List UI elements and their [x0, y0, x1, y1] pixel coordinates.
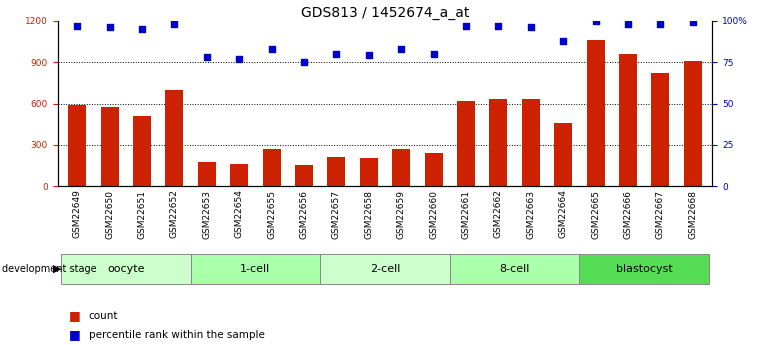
- Text: blastocyst: blastocyst: [616, 264, 672, 274]
- Point: [524, 24, 537, 30]
- Point: [557, 38, 569, 43]
- Point: [266, 46, 278, 52]
- Bar: [554, 123, 572, 186]
- Bar: [191, 254, 320, 284]
- Text: GSM22659: GSM22659: [397, 189, 406, 239]
- Text: ▶: ▶: [53, 264, 62, 274]
- Text: GSM22668: GSM22668: [688, 189, 698, 239]
- Text: ■: ■: [69, 328, 81, 341]
- Text: oocyte: oocyte: [107, 264, 145, 274]
- Point: [330, 51, 343, 57]
- Text: ■: ■: [69, 309, 81, 322]
- Bar: [587, 40, 604, 186]
- Point: [298, 59, 310, 65]
- Text: GSM22663: GSM22663: [527, 189, 535, 239]
- Text: GSM22661: GSM22661: [461, 189, 470, 239]
- Bar: [425, 153, 443, 186]
- Bar: [360, 158, 378, 186]
- Bar: [579, 254, 709, 284]
- Point: [395, 46, 407, 52]
- Text: 1-cell: 1-cell: [240, 264, 270, 274]
- Text: 8-cell: 8-cell: [500, 264, 530, 274]
- Text: GSM22653: GSM22653: [203, 189, 211, 239]
- Text: 2-cell: 2-cell: [370, 264, 400, 274]
- Point: [201, 55, 213, 60]
- Text: GSM22660: GSM22660: [429, 189, 438, 239]
- Text: percentile rank within the sample: percentile rank within the sample: [89, 330, 264, 339]
- Text: GSM22662: GSM22662: [494, 189, 503, 238]
- Bar: [101, 107, 119, 186]
- Text: GSM22654: GSM22654: [235, 189, 243, 238]
- Point: [460, 23, 472, 28]
- Bar: [450, 254, 579, 284]
- Point: [622, 21, 634, 27]
- Text: development stage: development stage: [2, 264, 96, 274]
- Point: [492, 23, 504, 28]
- Text: GSM22649: GSM22649: [72, 189, 82, 238]
- Bar: [230, 164, 248, 186]
- Bar: [684, 61, 701, 186]
- Point: [363, 53, 375, 58]
- Point: [427, 51, 440, 57]
- Point: [136, 26, 148, 32]
- Text: GSM22656: GSM22656: [300, 189, 309, 239]
- Text: GSM22650: GSM22650: [105, 189, 114, 239]
- Bar: [392, 149, 410, 186]
- Bar: [263, 149, 280, 186]
- Bar: [619, 54, 637, 186]
- Point: [654, 21, 667, 27]
- Point: [103, 24, 116, 30]
- Text: GSM22665: GSM22665: [591, 189, 600, 239]
- Bar: [522, 99, 540, 186]
- Bar: [327, 157, 345, 186]
- Point: [590, 18, 602, 23]
- Bar: [166, 90, 183, 186]
- Bar: [133, 116, 151, 186]
- Bar: [490, 99, 507, 186]
- Title: GDS813 / 1452674_a_at: GDS813 / 1452674_a_at: [301, 6, 469, 20]
- Bar: [69, 105, 86, 186]
- Text: GSM22655: GSM22655: [267, 189, 276, 239]
- Bar: [320, 254, 450, 284]
- Bar: [457, 101, 475, 186]
- Text: count: count: [89, 311, 118, 321]
- Point: [71, 23, 83, 28]
- Text: GSM22651: GSM22651: [138, 189, 146, 239]
- Bar: [295, 165, 313, 186]
- Text: GSM22664: GSM22664: [559, 189, 567, 238]
- Text: GSM22658: GSM22658: [364, 189, 373, 239]
- Text: GSM22652: GSM22652: [170, 189, 179, 238]
- Text: GSM22657: GSM22657: [332, 189, 341, 239]
- Point: [687, 20, 699, 25]
- Text: GSM22667: GSM22667: [656, 189, 665, 239]
- Bar: [198, 162, 216, 186]
- Point: [233, 56, 246, 61]
- Text: GSM22666: GSM22666: [624, 189, 632, 239]
- Bar: [61, 254, 191, 284]
- Point: [168, 21, 180, 27]
- Bar: [651, 73, 669, 186]
